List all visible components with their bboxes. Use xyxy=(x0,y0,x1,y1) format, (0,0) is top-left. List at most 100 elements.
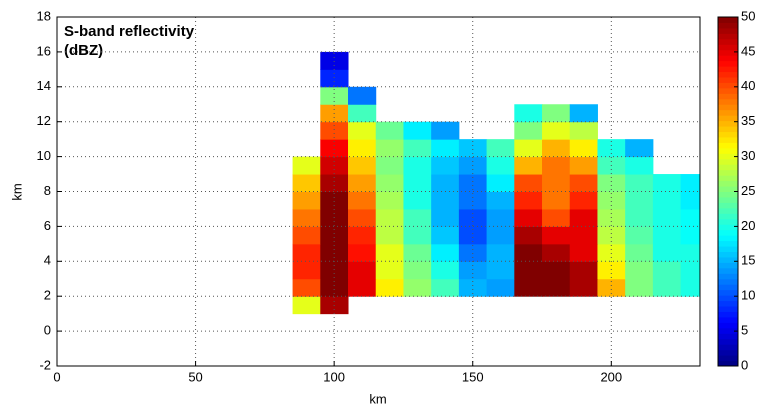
heat-cell xyxy=(652,208,682,227)
colorbar-swatch xyxy=(718,246,738,252)
chart-title-line: (dBZ) xyxy=(64,42,103,59)
heat-cell xyxy=(403,121,432,140)
heat-cell xyxy=(486,226,515,245)
heat-cell xyxy=(431,174,460,192)
heat-cell xyxy=(458,139,488,158)
colorbar-swatch xyxy=(718,153,738,160)
colorbar-swatch xyxy=(718,158,738,165)
colorbar-swatch xyxy=(718,289,738,296)
plot-frame xyxy=(56,16,701,367)
heat-cell xyxy=(597,191,626,210)
colorbar-swatch xyxy=(718,93,738,100)
heat-cell xyxy=(542,139,571,158)
heat-cell xyxy=(320,69,349,88)
colorbar-swatch xyxy=(718,191,738,198)
colorbar-swatch xyxy=(718,82,738,89)
heat-cell xyxy=(652,174,682,192)
heat-cell xyxy=(569,208,598,227)
colorbar-swatch xyxy=(718,115,738,122)
colorbar-swatch xyxy=(718,196,738,203)
y-tick-label: 16 xyxy=(37,43,51,58)
heat-cell xyxy=(320,86,349,105)
heat-cell xyxy=(320,243,349,262)
heat-cell xyxy=(486,174,515,192)
heat-cell xyxy=(486,208,515,227)
heat-cell xyxy=(431,278,460,297)
x-tick-label: 50 xyxy=(188,369,202,384)
heat-cell xyxy=(348,208,377,227)
heat-cell xyxy=(680,226,701,245)
colorbar-swatch xyxy=(718,300,738,307)
colorbar-swatch xyxy=(718,333,738,340)
heat-cell xyxy=(292,296,321,315)
y-tick-label: 2 xyxy=(44,288,51,303)
colorbar-swatch xyxy=(718,229,738,236)
heat-cell xyxy=(597,226,626,245)
colorbar-swatch xyxy=(718,344,738,351)
heat-cell xyxy=(680,243,701,262)
heat-cell xyxy=(458,261,488,280)
colorbar-swatch xyxy=(718,175,738,182)
colorbar-swatch xyxy=(718,273,738,280)
heat-cell xyxy=(625,156,654,175)
heat-cell xyxy=(542,156,571,175)
heat-cell xyxy=(375,261,404,280)
colorbar-swatch xyxy=(718,338,738,345)
heat-cell xyxy=(625,191,654,210)
colorbar-swatch xyxy=(718,131,738,138)
heat-cell xyxy=(680,174,701,192)
x-axis-label: km xyxy=(369,391,386,406)
heat-cell xyxy=(375,121,404,140)
heat-cell xyxy=(486,191,515,210)
heat-cell xyxy=(652,226,682,245)
heat-cell xyxy=(569,191,598,210)
heat-cell xyxy=(375,208,404,227)
heat-cell xyxy=(514,104,543,123)
heat-cell xyxy=(320,226,349,245)
y-axis-label: km xyxy=(9,183,24,200)
colorbar-swatch xyxy=(718,306,738,312)
heat-cell xyxy=(569,243,598,262)
y-tick-label: 4 xyxy=(44,253,51,268)
heat-cell xyxy=(514,261,543,280)
heat-cell xyxy=(403,226,432,245)
colorbar-swatch xyxy=(718,44,738,51)
heat-cell xyxy=(320,174,349,192)
heat-cell xyxy=(403,261,432,280)
heat-cell xyxy=(320,121,349,140)
colorbar-tick-label: 40 xyxy=(741,78,755,93)
colorbar-tick-label: 45 xyxy=(741,43,755,58)
heat-cell xyxy=(652,243,682,262)
heat-cell xyxy=(348,86,377,105)
heat-cell xyxy=(486,243,515,262)
heat-cell xyxy=(320,139,349,158)
colorbar-tick-label: 35 xyxy=(741,113,755,128)
heat-cell xyxy=(542,261,571,280)
colorbar-swatch xyxy=(718,66,738,73)
y-tick-label: 8 xyxy=(44,183,51,198)
heat-cell xyxy=(375,278,404,297)
colorbar-tick-label: 50 xyxy=(741,8,755,23)
heat-cell xyxy=(486,156,515,175)
heat-cell xyxy=(569,174,598,192)
heat-cell xyxy=(625,139,654,158)
heat-cell xyxy=(292,278,321,297)
heat-cell xyxy=(569,121,598,140)
heat-cell xyxy=(292,191,321,210)
heat-cell xyxy=(403,278,432,297)
heat-cell xyxy=(348,261,377,280)
x-tick-label: 200 xyxy=(600,369,622,384)
colorbar-swatch xyxy=(718,316,738,323)
x-tick-label: 100 xyxy=(323,369,345,384)
y-tick-label: 12 xyxy=(37,113,51,128)
heat-cell xyxy=(292,261,321,280)
heat-cell xyxy=(292,226,321,245)
heat-cell xyxy=(348,104,377,123)
colorbar-swatch xyxy=(718,126,738,133)
colorbar-swatch xyxy=(718,327,738,334)
heat-cell xyxy=(569,226,598,245)
y-tick-label: 10 xyxy=(37,148,51,163)
heat-cell xyxy=(625,226,654,245)
colorbar-swatch xyxy=(718,87,738,94)
